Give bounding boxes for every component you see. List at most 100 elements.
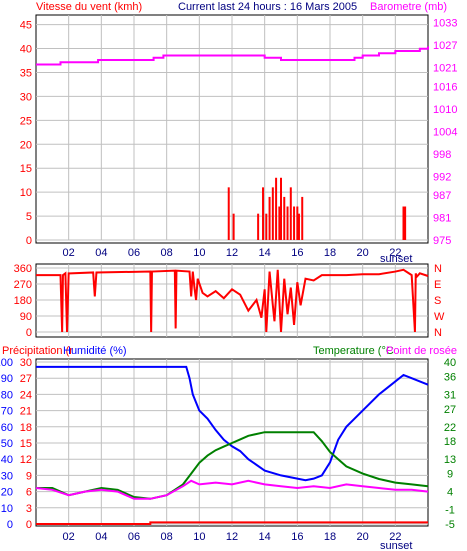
x-tick-label: 20 xyxy=(357,247,369,259)
humidity-line xyxy=(36,365,429,482)
wind-tick-label: 10 xyxy=(20,187,32,199)
x-tick-label: 22 xyxy=(389,531,401,543)
barometer-tick-label: 992 xyxy=(433,171,451,183)
precipitation-line xyxy=(36,521,428,525)
barometer-tick-label: 1004 xyxy=(433,126,457,138)
x-tick-label: 06 xyxy=(128,247,140,259)
barometer-line xyxy=(36,46,429,66)
humidity-tick-label: 90 xyxy=(1,373,13,385)
precip-tick-label: 15 xyxy=(20,438,32,450)
x-tick-label: 12 xyxy=(226,531,238,543)
compass-label: W xyxy=(434,311,445,323)
x-tick-label: 22 xyxy=(389,247,401,259)
dewpoint-title: Point de rosée xyxy=(386,345,457,357)
humidity-tick-label: 40 xyxy=(1,454,13,466)
temperature-tick-label: -1 xyxy=(445,505,455,517)
barometer-tick-label: 1010 xyxy=(433,104,457,116)
temperature-title: Temperature (°C xyxy=(313,345,394,357)
x-tick-label: 14 xyxy=(259,531,271,543)
precip-tick-label: 3 xyxy=(26,503,32,515)
temperature-tick-label: 9 xyxy=(447,469,453,481)
wind-tick-label: 0 xyxy=(26,235,32,247)
direction-tick-label: 180 xyxy=(14,295,32,307)
x-tick-label: 16 xyxy=(291,531,303,543)
wind-tick-label: 25 xyxy=(20,115,32,127)
temperature-line xyxy=(36,431,429,500)
precip-tick-label: 24 xyxy=(20,389,32,401)
humidity-tick-label: 0 xyxy=(7,519,13,531)
wind-tick-label: 5 xyxy=(26,211,32,223)
direction-tick-label: 360 xyxy=(14,263,32,275)
plots-layer: 0510152025303540459759819879929981004101… xyxy=(0,15,457,543)
compass-label: N xyxy=(434,263,442,275)
compass-label: N xyxy=(434,327,442,339)
wind-tick-label: 40 xyxy=(20,44,32,56)
direction-tick-label: 90 xyxy=(20,311,32,323)
temperature-tick-label: -5 xyxy=(445,519,455,531)
precip-tick-label: 9 xyxy=(26,470,32,482)
x-tick-label: 06 xyxy=(128,531,140,543)
compass-label: E xyxy=(434,279,441,291)
humidity-tick-label: 20 xyxy=(1,487,13,499)
precip-tick-label: 18 xyxy=(20,422,32,434)
temperature-tick-label: 13 xyxy=(444,454,456,466)
temperature-tick-label: 4 xyxy=(447,487,453,499)
barometer-tick-label: 1016 xyxy=(433,81,457,93)
dewpoint-line xyxy=(35,479,429,500)
humidity-tick-label: 60 xyxy=(1,422,13,434)
x-tick-label: 10 xyxy=(193,247,205,259)
barometer-tick-label: 1021 xyxy=(433,63,457,75)
sunset-label-top: sunset xyxy=(380,253,412,265)
humidity-tick-label: 50 xyxy=(1,438,13,450)
precip-tick-label: 6 xyxy=(26,487,32,499)
humidity-title: Humidité (%) xyxy=(63,345,127,357)
x-tick-label: 14 xyxy=(259,247,271,259)
wind-tick-label: 30 xyxy=(20,91,32,103)
sunset-label-bottom: sunset xyxy=(380,540,412,551)
direction-line xyxy=(36,268,429,333)
temperature-tick-label: 40 xyxy=(444,357,456,369)
x-tick-label: 08 xyxy=(161,247,173,259)
precip-title: Précipitation (r xyxy=(2,345,73,357)
direction-tick-label: 270 xyxy=(14,279,32,291)
x-tick-label: 04 xyxy=(95,531,107,543)
temperature-tick-label: 36 xyxy=(444,371,456,383)
wind-tick-label: 35 xyxy=(20,67,32,79)
precip-tick-label: 21 xyxy=(20,406,32,418)
wind-tick-label: 15 xyxy=(20,163,32,175)
x-tick-label: 18 xyxy=(324,247,336,259)
x-tick-label: 18 xyxy=(324,531,336,543)
precip-tick-label: 0 xyxy=(26,519,32,531)
x-tick-label: 20 xyxy=(357,531,369,543)
humidity-tick-label: 70 xyxy=(1,406,13,418)
x-tick-label: 02 xyxy=(63,531,75,543)
compass-label: S xyxy=(434,295,441,307)
barometer-tick-label: 975 xyxy=(433,235,451,247)
temperature-tick-label: 31 xyxy=(444,389,456,401)
humidity-tick-label: 100 xyxy=(0,357,13,369)
x-tick-label: 08 xyxy=(161,531,173,543)
barometer-tick-label: 1027 xyxy=(433,40,457,52)
temperature-tick-label: 22 xyxy=(444,422,456,434)
barometer-tick-label: 987 xyxy=(433,190,451,202)
wind-title: Vitesse du vent (kmh) xyxy=(36,1,142,13)
direction-tick-label: 0 xyxy=(26,327,32,339)
x-tick-label: 12 xyxy=(226,247,238,259)
humidity-tick-label: 80 xyxy=(1,389,13,401)
humidity-tick-label: 10 xyxy=(1,503,13,515)
barometer-tick-label: 1033 xyxy=(433,18,457,30)
temperature-tick-label: 18 xyxy=(444,436,456,448)
temperature-tick-label: 27 xyxy=(444,404,456,416)
precip-tick-label: 12 xyxy=(20,454,32,466)
x-tick-label: 16 xyxy=(291,247,303,259)
x-tick-label: 02 xyxy=(63,247,75,259)
page-title: Current last 24 hours : 16 Mars 2005 xyxy=(178,1,357,13)
barometer-title: Barometre (mb) xyxy=(370,1,447,13)
barometer-tick-label: 998 xyxy=(433,149,451,161)
x-tick-label: 10 xyxy=(193,531,205,543)
precip-tick-label: 27 xyxy=(20,373,32,385)
humidity-tick-label: 30 xyxy=(1,470,13,482)
